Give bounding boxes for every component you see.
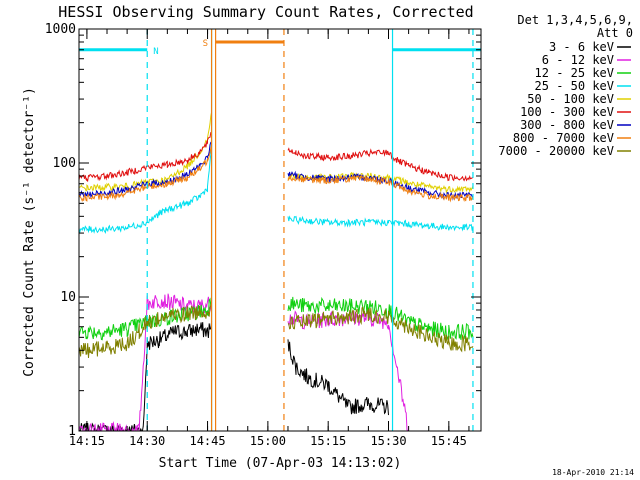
x-tick-label: 15:15 (310, 434, 346, 448)
x-tick-label: 14:15 (69, 434, 105, 448)
legend-entry-label: 6 - 12 keV (542, 53, 614, 67)
y-tick-label: 1 (68, 424, 76, 439)
legend-entry-label: 3 - 6 keV (549, 40, 614, 54)
legend-entry-label: 7000 - 20000 keV (498, 144, 614, 158)
chart-title: HESSI Observing Summary Count Rates, Cor… (58, 3, 473, 21)
legend-entry-label: 50 - 100 keV (527, 92, 614, 106)
legend-entry-label: 100 - 300 keV (520, 105, 614, 119)
plot-area (79, 29, 481, 431)
render-timestamp: 18-Apr-2010 21:14 (552, 468, 634, 477)
series-line (79, 145, 213, 203)
legend-entry-label: 25 - 50 keV (535, 79, 614, 93)
series-line (79, 293, 213, 431)
series-line (79, 111, 213, 193)
series-line (79, 131, 212, 183)
legend-title-line-2: Att 0 (597, 26, 633, 40)
series-line (287, 339, 389, 416)
legend-entry-label: 12 - 25 keV (535, 66, 614, 80)
series-line (287, 147, 473, 182)
series-line (287, 296, 474, 340)
y-tick-label: 1000 (45, 22, 76, 37)
y-axis-label: Corrected Count Rate (s⁻¹ detector⁻¹) (22, 87, 37, 377)
legend-title-line-1: Det 1,3,4,5,6,9, (517, 13, 633, 27)
series-line (79, 297, 213, 341)
series-line (79, 141, 212, 199)
axes: 14:15 14:30 14:45 15:00 15:15 15:30 15:45 1 10 10… (45, 22, 481, 448)
series-line (79, 140, 213, 235)
y-tick-label: 10 (60, 290, 76, 305)
legend-entry-label: 800 - 7000 keV (513, 131, 614, 145)
x-tick-label: 15:45 (431, 434, 467, 448)
plot-frame (78, 28, 482, 432)
legend-entry-label: 300 - 800 keV (520, 118, 614, 132)
series-line (287, 306, 474, 353)
series-line (287, 174, 474, 203)
x-axis-label: Start Time (07-Apr-03 14:13:02) (159, 456, 402, 471)
night-flag-label: N (153, 47, 158, 57)
series-line (287, 215, 474, 232)
x-tick-label: 14:45 (189, 434, 225, 448)
series-line (79, 301, 213, 359)
y-tick-label: 100 (53, 156, 76, 171)
saa-flag-label: S (203, 39, 208, 49)
x-tick-label: 14:30 (129, 434, 165, 448)
x-tick-label: 15:30 (370, 434, 406, 448)
x-tick-label: 15:00 (250, 434, 286, 448)
